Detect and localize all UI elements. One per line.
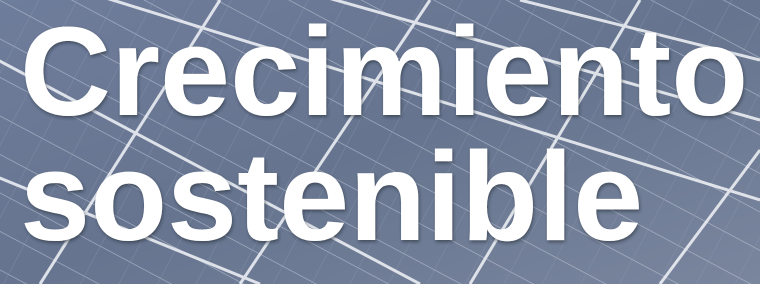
- headline-line: sostenible: [20, 126, 643, 267]
- headline-line: Crecimiento: [20, 1, 748, 142]
- headline: Crecimiento sostenible: [20, 1, 748, 267]
- banner: Crecimiento sostenible: [0, 0, 760, 284]
